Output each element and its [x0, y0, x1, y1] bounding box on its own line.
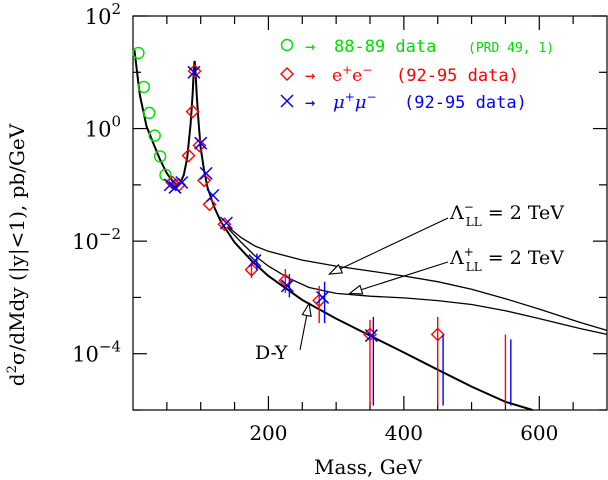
legend-entry-mumu: → μ+μ− (92-95 data) — [280, 90, 527, 113]
marker-circle — [148, 129, 161, 142]
x-tick-label: 200 — [249, 421, 287, 445]
legend-label: 88-89 data — [334, 37, 436, 57]
marker-diamond — [430, 327, 445, 342]
legend-label-ee: e+e− — [332, 63, 372, 86]
marker-diamond — [165, 175, 180, 190]
marker-cross — [199, 166, 213, 180]
marker-cross — [206, 188, 220, 202]
marker-cross — [364, 329, 378, 343]
x-tick-label: 600 — [520, 421, 558, 445]
marker-circle — [153, 150, 167, 163]
legend-entry-ee: → e+e− (92-95 data) — [280, 63, 519, 86]
marker-cross — [280, 279, 294, 293]
data-points — [132, 46, 512, 406]
y-tick-label: 102 — [85, 0, 121, 29]
annotations: Λ− LL = 2 TeV Λ+ LL = 2 TeV D-Y — [255, 200, 564, 364]
arrow-shaft — [349, 261, 449, 294]
marker-cross — [194, 136, 208, 150]
marker-cross — [316, 290, 330, 304]
curve--ll-2-tev — [227, 227, 608, 336]
marker-cross — [168, 180, 182, 194]
legend-entry-88-89: → 88-89 data (PRD 49, 1) — [280, 37, 554, 57]
marker-diamond — [280, 67, 294, 81]
marker-circle — [137, 80, 151, 94]
y-tick-label: 10−4 — [72, 338, 121, 367]
marker-circle — [143, 106, 156, 120]
x-tick-label: 400 — [385, 421, 423, 445]
arrow-head — [348, 284, 364, 295]
marker-cross — [219, 216, 233, 230]
y-tick-label: 10−2 — [72, 225, 121, 254]
annotation-dy: D-Y — [255, 342, 288, 364]
legend-marker-cross — [280, 94, 294, 108]
annotation-arrows — [299, 217, 449, 351]
curve--ll-2-tev — [227, 226, 608, 332]
x-axis-label: Mass, GeV — [314, 455, 422, 479]
annotation-lambda-minus: Λ− LL = 2 TeV — [449, 200, 564, 229]
legend-arrow: → — [305, 93, 315, 113]
marker-cross — [187, 65, 201, 79]
y-tick-label: 100 — [85, 113, 121, 142]
marker-diamond — [244, 262, 259, 277]
marker-diamond — [181, 148, 196, 163]
marker-circle — [280, 38, 294, 52]
marker-diamond — [217, 217, 232, 232]
series-cross — [163, 65, 512, 406]
marker-cross — [175, 175, 189, 190]
marker-circle — [132, 46, 145, 60]
marker-diamond — [185, 104, 200, 119]
series-circle — [132, 46, 172, 182]
marker-cross — [163, 178, 177, 192]
legend-marker-diamond — [280, 67, 294, 81]
y-axis-label: d2σ/dMdy (|y|<1), pb/GeV — [5, 123, 30, 386]
plot-frame: 200 400 600 102 100 10−2 10−4 — [72, 0, 608, 445]
annotation-lambda-plus: Λ+ LL = 2 TeV — [449, 245, 564, 274]
marker-cross — [248, 254, 262, 268]
legend-note: (PRD 49, 1) — [468, 41, 554, 56]
arrow-head — [327, 263, 344, 275]
legend-arrow: → — [305, 37, 315, 57]
legend: → 88-89 data (PRD 49, 1) → e+e− (92-95 d… — [280, 37, 554, 113]
legend-label: (92-95 data) — [396, 66, 519, 86]
arrow-head — [301, 301, 312, 318]
legend-marker-circle — [280, 38, 294, 52]
series-diamond — [165, 64, 507, 406]
marker-cross — [280, 94, 294, 108]
marker-diamond — [202, 197, 217, 212]
arrow-shaft — [329, 217, 449, 275]
legend-arrow: → — [305, 66, 315, 86]
legend-label-mumu: μ+μ− — [333, 90, 377, 113]
legend-label: (92-95 data) — [404, 93, 527, 113]
marker-diamond — [192, 138, 207, 153]
